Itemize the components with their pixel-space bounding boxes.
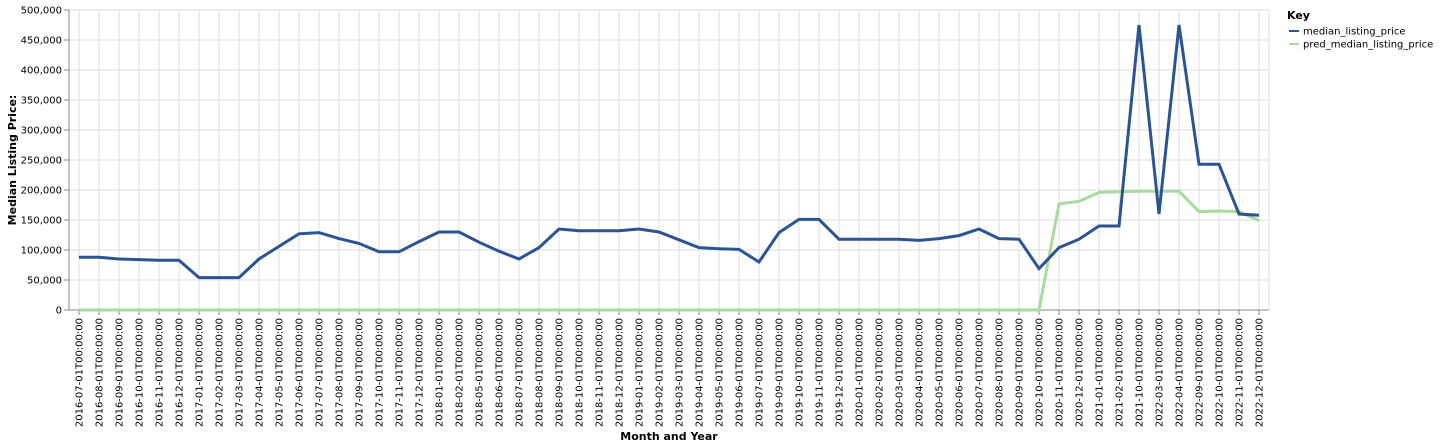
x-tick-label: 2018-06-01T00:00:00 [495,318,506,427]
series-line-median_listing_price [79,24,1260,280]
y-tick-label: 100,000 [21,246,62,257]
x-tick-label: 2022-09-01T00:00:00 [1195,318,1206,427]
x-tick-label: 2020-02-01T00:00:00 [875,318,886,427]
y-tick-label: 150,000 [21,216,62,227]
chart-gridlines [69,9,1270,311]
x-tick-label: 2019-07-01T00:00:00 [755,318,766,427]
x-tick-label: 2019-11-01T00:00:00 [815,318,826,427]
x-tick-label: 2017-11-01T00:00:00 [395,318,406,427]
x-tick-label: 2019-01-01T00:00:00 [635,318,646,427]
x-tick-label: 2020-01-01T00:00:00 [855,318,866,427]
x-tick-label: 2020-04-01T00:00:00 [915,318,926,427]
x-tick-label: 2017-09-01T00:00:00 [355,318,366,427]
x-tick-label: 2016-07-01T00:00:00 [75,318,86,427]
y-tick-label: 250,000 [21,156,62,167]
x-tick-label: 2019-04-01T00:00:00 [695,318,706,427]
x-tick-label: 2020-03-01T00:00:00 [895,318,906,427]
x-tick-label: 2016-11-01T00:00:00 [155,318,166,427]
x-tick-label: 2016-08-01T00:00:00 [95,318,106,427]
x-tick-label: 2017-01-01T00:00:00 [195,318,206,427]
x-tick-label: 2017-02-01T00:00:00 [215,318,226,427]
x-tick-label: 2017-03-01T00:00:00 [235,318,246,427]
y-tick-label: 450,000 [21,36,62,47]
x-tick-label: 2018-09-01T00:00:00 [555,318,566,427]
x-tick-label: 2018-08-01T00:00:00 [535,318,546,427]
x-tick-label: 2017-08-01T00:00:00 [335,318,346,427]
y-tick-label: 300,000 [21,126,62,137]
x-tick-label: 2020-12-01T00:00:00 [1075,318,1086,427]
x-tick-label: 2017-05-01T00:00:00 [275,318,286,427]
x-tick-label: 2020-06-01T00:00:00 [955,318,966,427]
x-axis: 2016-07-01T00:00:00 2016-08-01T00:00:00 20… [69,309,1269,427]
x-tick-label: 2018-02-01T00:00:00 [455,318,466,427]
y-tick-label: 350,000 [21,96,62,107]
series-line-pred_median_listing_price [79,189,1260,312]
x-tick-label: 2017-06-01T00:00:00 [295,318,306,427]
legend: Key median_listing_price pred_median_list… [1287,9,1433,51]
series-layer [79,24,1260,312]
x-tick-label: 2021-01-01T00:00:00 [1095,318,1106,427]
x-tick-label: 2016-12-01T00:00:00 [175,318,186,427]
y-tick-label: 500,000 [21,6,62,17]
x-tick-label: 2020-11-01T00:00:00 [1055,318,1066,427]
x-tick-label: 2020-05-01T00:00:00 [935,318,946,427]
y-axis-title: Median Listing Price: [6,95,19,226]
x-tick-label: 2018-12-01T00:00:00 [615,318,626,427]
x-tick-label: 2022-03-01T00:00:00 [1155,318,1166,427]
legend-label: median_listing_price [1303,27,1406,38]
x-tick-label: 2017-10-01T00:00:00 [375,318,386,427]
x-tick-label: 2020-08-01T00:00:00 [995,318,1006,427]
x-tick-label: 2019-10-01T00:00:00 [795,318,806,427]
x-tick-label: 2021-02-01T00:00:00 [1115,318,1126,427]
y-tick-label: 50,000 [27,276,62,287]
x-tick-label: 2019-05-01T00:00:00 [715,318,726,427]
x-tick-label: 2018-05-01T00:00:00 [475,318,486,427]
x-tick-label: 2020-07-01T00:00:00 [975,318,986,427]
y-tick-label: 0 [56,306,62,317]
x-tick-label: 2018-01-01T00:00:00 [435,318,446,427]
x-tick-label: 2019-12-01T00:00:00 [835,318,846,427]
x-tick-label: 2021-10-01T00:00:00 [1135,318,1146,427]
x-tick-label: 2018-07-01T00:00:00 [515,318,526,427]
x-tick-label: 2022-12-01T00:00:00 [1255,318,1266,427]
x-tick-label: 2019-09-01T00:00:00 [775,318,786,427]
x-tick-label: 2020-10-01T00:00:00 [1035,318,1046,427]
x-tick-label: 2017-04-01T00:00:00 [255,318,266,427]
y-axis: 0 50,000 100,000 150,000 200,000 250,000 300,0… [21,6,70,317]
x-tick-label: 2019-06-01T00:00:00 [735,318,746,427]
x-tick-label: 2020-09-01T00:00:00 [1015,318,1026,427]
y-tick-label: 200,000 [21,186,62,197]
x-tick-label: 2018-10-01T00:00:00 [575,318,586,427]
x-tick-label: 2019-03-01T00:00:00 [675,318,686,427]
legend-label: pred_median_listing_price [1303,40,1433,51]
x-axis-title: Month and Year [620,430,718,443]
x-tick-label: 2016-09-01T00:00:00 [115,318,126,427]
x-tick-label: 2017-07-01T00:00:00 [315,318,326,427]
x-tick-label: 2022-04-01T00:00:00 [1175,318,1186,427]
x-tick-label: 2016-10-01T00:00:00 [135,318,146,427]
x-tick-label: 2018-11-01T00:00:00 [595,318,606,427]
x-tick-label: 2019-02-01T00:00:00 [655,318,666,427]
y-tick-label: 400,000 [21,66,62,77]
legend-title: Key [1287,9,1310,22]
x-tick-label: 2022-11-01T00:00:00 [1235,318,1246,427]
x-tick-label: 2017-12-01T00:00:00 [415,318,426,427]
x-tick-label: 2022-10-01T00:00:00 [1215,318,1226,427]
